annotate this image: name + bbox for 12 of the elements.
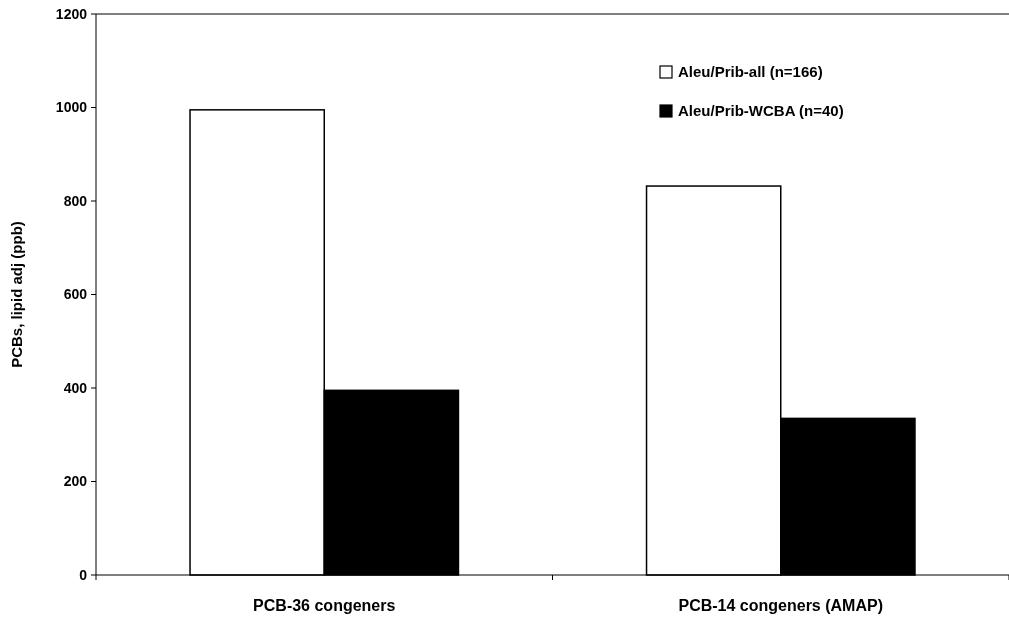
y-tick-label: 1000 xyxy=(55,99,88,116)
y-tick-label: 0 xyxy=(79,566,88,583)
y-tick-label: 200 xyxy=(63,473,88,490)
legend-label: Aleu/Prib-all (n=166) xyxy=(678,63,823,81)
y-axis-title: PCBs, lipid adj (ppb) xyxy=(8,221,25,368)
y-tick-label: 800 xyxy=(63,192,88,209)
legend-label: Aleu/Prib-WCBA (n=40) xyxy=(678,102,844,120)
x-tick-label: PCB-14 congeners (AMAP) xyxy=(678,597,883,614)
x-tick-label: PCB-36 congeners xyxy=(253,597,396,614)
y-tick-label: 400 xyxy=(63,379,88,396)
y-tick-label: 1200 xyxy=(55,5,88,22)
y-tick-label: 600 xyxy=(63,286,88,303)
